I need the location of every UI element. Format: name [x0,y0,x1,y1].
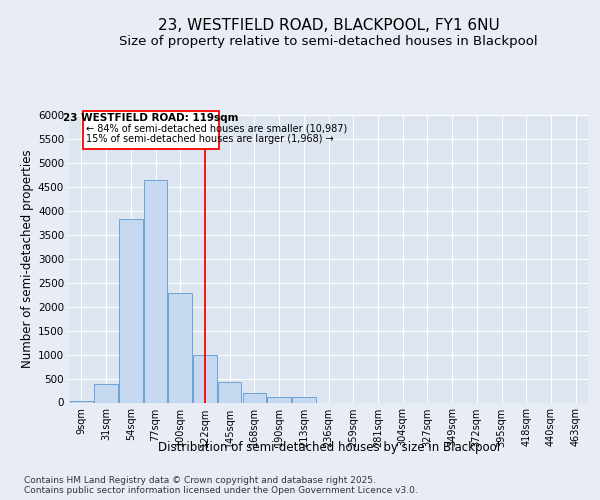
Bar [94,384,118,402]
Text: Size of property relative to semi-detached houses in Blackpool: Size of property relative to semi-detach… [119,35,538,48]
Bar [292,397,316,402]
Bar [169,293,192,403]
Bar [144,180,167,402]
Text: 23 WESTFIELD ROAD: 119sqm: 23 WESTFIELD ROAD: 119sqm [63,113,238,123]
Bar [218,382,241,402]
Text: 23, WESTFIELD ROAD, BLACKPOOL, FY1 6NU: 23, WESTFIELD ROAD, BLACKPOOL, FY1 6NU [158,18,500,32]
Text: 15% of semi-detached houses are larger (1,968) →: 15% of semi-detached houses are larger (… [86,134,334,144]
Bar [193,354,217,403]
Bar [119,220,143,402]
Text: Contains HM Land Registry data © Crown copyright and database right 2025.
Contai: Contains HM Land Registry data © Crown c… [24,476,418,496]
Bar [242,393,266,402]
Bar [268,397,291,402]
Text: Distribution of semi-detached houses by size in Blackpool: Distribution of semi-detached houses by … [158,441,500,454]
Text: ← 84% of semi-detached houses are smaller (10,987): ← 84% of semi-detached houses are smalle… [86,124,347,134]
Y-axis label: Number of semi-detached properties: Number of semi-detached properties [21,150,34,368]
FancyBboxPatch shape [83,111,218,148]
Bar [70,401,93,402]
